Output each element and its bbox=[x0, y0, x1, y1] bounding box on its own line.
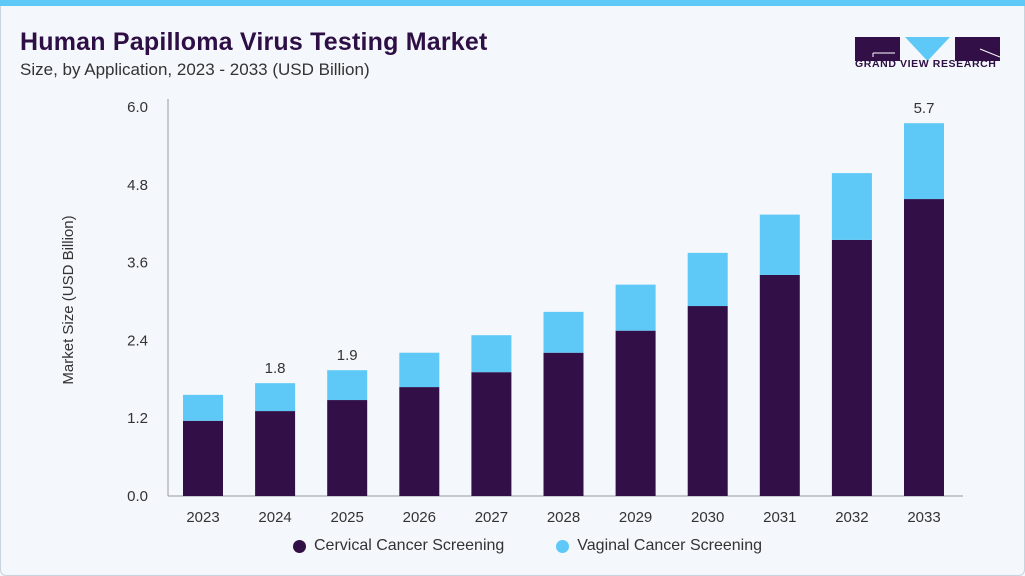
bar-cervical-2031 bbox=[759, 274, 800, 496]
bar-cervical-2027 bbox=[471, 372, 512, 496]
y-tick-label: 3.6 bbox=[127, 255, 148, 272]
bar-cervical-2028 bbox=[543, 352, 584, 496]
bar-cervical-2024 bbox=[255, 411, 296, 496]
x-tick-label: 2030 bbox=[691, 509, 724, 526]
logo-text: GRAND VIEW RESEARCH bbox=[855, 58, 997, 70]
y-tick-label: 4.8 bbox=[127, 177, 148, 194]
legend-label: Cervical Cancer Screening bbox=[313, 537, 505, 554]
y-tick-label: 6.0 bbox=[127, 99, 148, 116]
x-tick-label: 2031 bbox=[763, 509, 796, 526]
bar-vaginal-2024 bbox=[255, 383, 296, 412]
accent-bar bbox=[0, 0, 1025, 6]
x-tick-label: 2026 bbox=[403, 509, 436, 526]
x-tick-label: 2029 bbox=[619, 509, 652, 526]
bar-vaginal-2032 bbox=[831, 173, 872, 240]
chart-title: Human Papilloma Virus Testing Market bbox=[20, 28, 488, 56]
data-label: 1.9 bbox=[337, 347, 358, 364]
x-tick-label: 2032 bbox=[835, 509, 868, 526]
bar-vaginal-2027 bbox=[471, 335, 512, 373]
y-tick-label: 0.0 bbox=[127, 488, 148, 505]
bar-vaginal-2029 bbox=[615, 284, 656, 331]
bar-vaginal-2025 bbox=[327, 370, 368, 401]
bar-vaginal-2023 bbox=[183, 394, 223, 421]
bar-vaginal-2028 bbox=[543, 311, 584, 353]
bar-cervical-2030 bbox=[687, 306, 728, 496]
data-label: 1.8 bbox=[265, 360, 286, 377]
bar-cervical-2032 bbox=[831, 239, 872, 497]
x-tick-label: 2025 bbox=[331, 509, 364, 526]
bar-cervical-2026 bbox=[399, 387, 440, 496]
chart-subtitle: Size, by Application, 2023 - 2033 (USD B… bbox=[20, 60, 370, 79]
y-tick-label: 2.4 bbox=[127, 332, 148, 349]
bar-vaginal-2030 bbox=[687, 252, 728, 307]
bar-vaginal-2026 bbox=[399, 352, 440, 388]
x-tick-label: 2024 bbox=[258, 509, 291, 526]
x-tick-label: 2028 bbox=[547, 509, 580, 526]
gvr-logo bbox=[855, 37, 1000, 61]
y-axis-title: Market Size (USD Billion) bbox=[60, 215, 77, 384]
bar-cervical-2023 bbox=[183, 420, 223, 496]
bar-cervical-2033 bbox=[904, 199, 944, 496]
legend-item-cervical: Cervical Cancer Screening bbox=[292, 537, 505, 555]
y-tick-label: 1.2 bbox=[127, 410, 148, 427]
bar-cervical-2029 bbox=[615, 330, 656, 496]
legend-label: Vaginal Cancer Screening bbox=[577, 537, 762, 554]
bar-vaginal-2031 bbox=[759, 214, 800, 275]
legend-swatch-vaginal bbox=[556, 539, 570, 553]
x-tick-label: 2027 bbox=[475, 509, 508, 526]
bar-cervical-2025 bbox=[327, 400, 368, 496]
bar-vaginal-2033 bbox=[904, 123, 944, 200]
legend-item-vaginal: Vaginal Cancer Screening bbox=[556, 537, 762, 555]
legend: Cervical Cancer Screening Vaginal Cancer… bbox=[0, 537, 1025, 555]
x-tick-label: 2033 bbox=[907, 509, 940, 526]
data-label: 5.7 bbox=[914, 100, 935, 117]
x-tick-label: 2023 bbox=[186, 509, 219, 526]
legend-swatch-cervical bbox=[292, 539, 306, 553]
